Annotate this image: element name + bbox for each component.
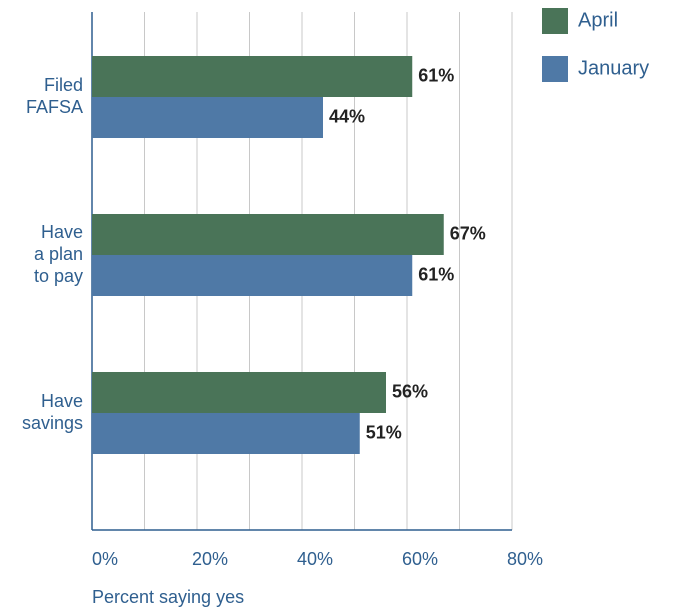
x-axis-title: Percent saying yes — [92, 587, 244, 607]
data-label: 51% — [366, 422, 402, 442]
x-tick-label: 0% — [92, 549, 118, 569]
y-tick-label-line: Have — [41, 391, 83, 411]
y-tick-label-line: to pay — [34, 266, 83, 286]
x-tick-label: 40% — [297, 549, 333, 569]
data-label: 61% — [418, 65, 454, 85]
legend-label: January — [578, 57, 649, 79]
legend-swatch — [542, 56, 568, 82]
data-label: 56% — [392, 381, 428, 401]
x-tick-label: 20% — [192, 549, 228, 569]
bar — [92, 255, 413, 296]
data-label: 44% — [329, 106, 365, 126]
data-label: 61% — [418, 264, 454, 284]
bar — [92, 214, 444, 255]
bar — [92, 413, 360, 454]
x-tick-label: 80% — [507, 549, 543, 569]
data-label: 67% — [450, 223, 486, 243]
y-tick-label-line: a plan — [34, 244, 83, 264]
y-tick-label: Have savings — [22, 391, 83, 433]
bar — [92, 56, 413, 97]
x-tick-label: 60% — [402, 549, 438, 569]
legend-swatch — [542, 8, 568, 34]
y-tick-label-line: Have — [41, 222, 83, 242]
y-tick-label-line: savings — [22, 413, 83, 433]
bar — [92, 372, 386, 413]
y-tick-label: Have a plan to pay — [34, 222, 83, 286]
y-tick-label: Filed FAFSA — [26, 75, 83, 117]
legend-label: April — [578, 9, 618, 31]
y-tick-label-line: Filed — [44, 75, 83, 95]
y-tick-label-line: FAFSA — [26, 97, 83, 117]
bar — [92, 97, 323, 138]
